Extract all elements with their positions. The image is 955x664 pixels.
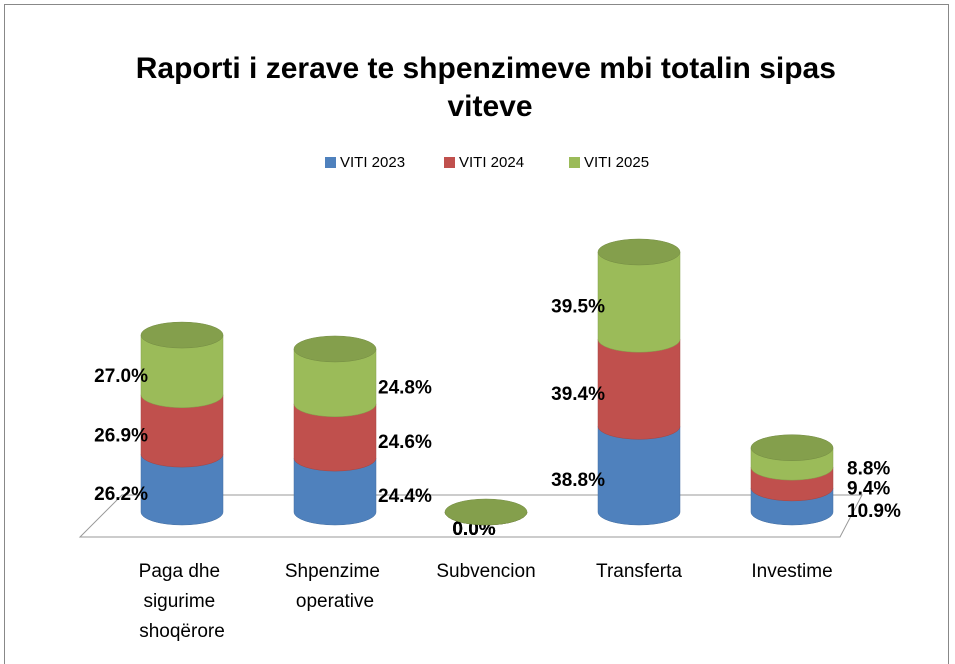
legend-swatch [325, 157, 336, 168]
bar-top [140, 321, 224, 349]
bar-top [444, 498, 528, 526]
chart-title: Raporti i zerave te shpenzimeve mbi tota… [136, 52, 845, 123]
bar-segment [293, 348, 377, 417]
x-tick-label: Investime [751, 561, 832, 582]
legend-swatch [569, 157, 580, 168]
x-tick-label: Paga dhe sigurime shoqërore [139, 561, 226, 642]
bar-segment [597, 426, 681, 526]
data-label: 10.9% [847, 501, 901, 522]
bar-segment [597, 251, 681, 353]
bar-segment [140, 334, 224, 408]
bar-top [597, 238, 681, 266]
bar-segment [597, 339, 681, 440]
legend-label: VITI 2023 [340, 154, 405, 171]
bar-top [293, 335, 377, 363]
data-label: 24.8% [378, 377, 432, 398]
data-label: 26.9% [94, 425, 148, 446]
x-tick-label: Shpenzime operative [285, 561, 385, 612]
legend-swatch [444, 157, 455, 168]
data-label: 24.6% [378, 432, 432, 453]
x-tick-label: Subvencion [436, 561, 535, 582]
data-label: 8.8% [847, 458, 890, 479]
x-tick-label: Transferta [596, 561, 682, 582]
bar-segment [140, 394, 224, 468]
floor [78, 494, 863, 538]
data-label: 27.0% [94, 366, 148, 387]
bar-top [750, 434, 834, 461]
data-label: 38.8% [551, 470, 605, 491]
bar-segment [140, 453, 224, 526]
data-label: 39.4% [551, 384, 605, 405]
legend-label: VITI 2025 [584, 154, 649, 171]
data-label: 9.4% [847, 479, 890, 500]
data-label: 39.5% [551, 297, 605, 318]
data-label: 24.4% [378, 486, 432, 507]
bar-segment [293, 403, 377, 472]
legend-label: VITI 2024 [459, 154, 524, 171]
data-label: 26.2% [94, 484, 148, 505]
bar-segment [293, 457, 377, 526]
